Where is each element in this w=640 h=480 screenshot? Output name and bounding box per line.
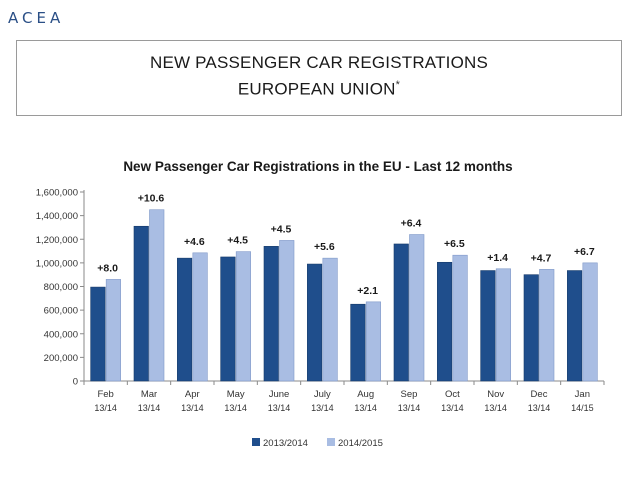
legend-swatch-2014-2015 (327, 438, 335, 446)
legend-swatch-2013-2014 (252, 438, 260, 446)
x-tick-sublabel: 13/14 (138, 403, 161, 413)
change-label: +1.4 (487, 252, 508, 264)
bar-2013-2014 (263, 246, 279, 382)
page-title-line2-text: EUROPEAN UNION (237, 79, 396, 99)
x-tick-sublabel: 13/14 (224, 403, 247, 413)
change-label: +8.0 (97, 262, 118, 274)
bar-2014-2015 (149, 209, 165, 382)
change-label: +4.5 (271, 223, 292, 235)
x-tick-sublabel: 13/14 (181, 403, 204, 413)
bar-2014-2015 (322, 257, 338, 382)
x-tick-label: Apr (185, 389, 200, 400)
x-tick-label: Oct (445, 389, 460, 400)
bar-2014-2015 (495, 268, 511, 382)
bar-2013-2014 (523, 274, 539, 382)
chart-title: New Passenger Car Registrations in the E… (123, 159, 512, 174)
x-tick-label: Mar (141, 389, 157, 400)
x-tick-label: Sep (401, 389, 418, 400)
x-tick-label: Feb (97, 389, 113, 400)
y-tick-label: 1,400,000 (36, 211, 78, 222)
x-tick-sublabel: 14/15 (571, 403, 594, 413)
acea-logo: ACEA (8, 9, 65, 27)
bar-2013-2014 (437, 261, 453, 382)
bar-2013-2014 (220, 256, 236, 382)
y-tick-label: 400,000 (44, 329, 78, 340)
bar-2014-2015 (365, 301, 381, 382)
bar-2013-2014 (307, 263, 323, 382)
y-tick-label: 200,000 (44, 353, 78, 364)
bar-2013-2014 (393, 243, 409, 382)
change-label: +6.4 (401, 218, 422, 230)
bar-2013-2014 (350, 303, 366, 382)
change-label: +6.5 (444, 238, 465, 250)
y-tick-label: 1,000,000 (36, 258, 78, 269)
change-label: +10.6 (138, 193, 165, 205)
x-tick-label: Nov (487, 389, 504, 400)
bar-2014-2015 (279, 240, 295, 382)
x-tick-label: Dec (531, 389, 548, 400)
change-label: +5.6 (314, 241, 335, 253)
bar-2013-2014 (133, 225, 149, 382)
x-tick-sublabel: 13/14 (354, 403, 377, 413)
title-box: NEW PASSENGER CAR REGISTRATIONS EUROPEAN… (16, 40, 622, 116)
x-tick-sublabel: 13/14 (528, 403, 551, 413)
x-tick-sublabel: 13/14 (94, 403, 117, 413)
y-tick-label: 600,000 (44, 306, 78, 317)
x-tick-label: July (314, 389, 331, 400)
bar-2014-2015 (539, 269, 555, 382)
change-label: +4.6 (184, 236, 205, 248)
bar-2013-2014 (177, 257, 193, 382)
title-asterisk: * (395, 79, 401, 91)
change-label: +4.5 (227, 235, 248, 247)
page-title-line1: NEW PASSENGER CAR REGISTRATIONS (149, 53, 489, 72)
x-tick-label: Jan (575, 389, 590, 400)
change-label: +4.7 (531, 252, 552, 264)
bar-2014-2015 (582, 262, 598, 382)
bar-2014-2015 (409, 234, 425, 382)
bar-2014-2015 (192, 252, 208, 382)
y-tick-label: 1,600,000 (36, 188, 78, 199)
change-label: +6.7 (574, 246, 595, 258)
y-tick-label: 1,200,000 (36, 235, 78, 246)
bar-2014-2015 (235, 251, 251, 382)
x-tick-label: Aug (357, 389, 374, 400)
y-tick-label: 800,000 (44, 282, 78, 293)
bar-2013-2014 (90, 286, 106, 382)
x-tick-sublabel: 13/14 (484, 403, 507, 413)
change-label: +2.1 (357, 285, 378, 297)
page-title-line2: EUROPEAN UNION* (17, 74, 621, 101)
legend-label-2014-2015: 2014/2015 (338, 438, 383, 449)
bar-2014-2015 (452, 254, 468, 382)
bar-2013-2014 (480, 270, 496, 382)
legend-label-2013-2014: 2013/2014 (263, 438, 308, 449)
x-tick-sublabel: 13/14 (311, 403, 334, 413)
bar-2013-2014 (567, 270, 583, 382)
x-tick-label: May (227, 389, 245, 400)
x-tick-sublabel: 13/14 (441, 403, 464, 413)
x-tick-sublabel: 13/14 (268, 403, 291, 413)
x-tick-sublabel: 13/14 (398, 403, 421, 413)
y-tick-label: 0 (73, 377, 78, 388)
x-tick-label: June (269, 389, 290, 400)
bar-2014-2015 (105, 279, 121, 382)
